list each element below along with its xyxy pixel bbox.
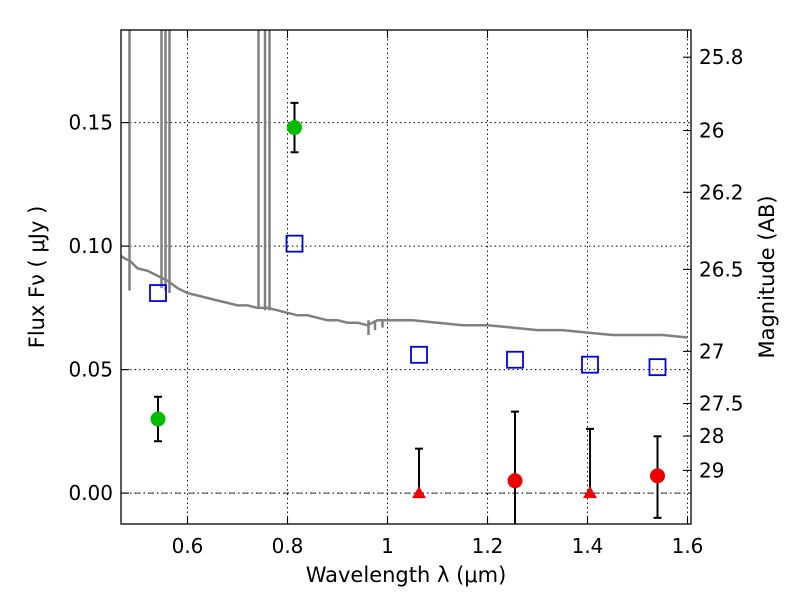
y2-tick-label: 29 — [699, 458, 724, 482]
model-photometry-square — [648, 358, 667, 377]
x-tick-label: 1.2 — [472, 534, 504, 558]
y2-tick-label: 26 — [699, 119, 724, 143]
x-axis-label: Wavelength λ (μm) — [306, 563, 507, 587]
model-photometry-square — [506, 350, 524, 369]
model-photometry-square — [410, 345, 428, 364]
y-axis-right: 25.8 26 26.2 26.5 27 27.5 28 29 — [683, 45, 744, 482]
x-tick-label: 1.6 — [672, 534, 704, 558]
model-photometry-square — [581, 355, 599, 374]
y2-tick-label: 25.8 — [699, 45, 744, 69]
upper-limit-triangle — [412, 486, 426, 499]
model-photometry-square — [285, 234, 304, 253]
y2-tick-label: 26.2 — [699, 180, 744, 204]
y-tick-label: 0.10 — [68, 234, 113, 258]
y2-tick-label: 28 — [699, 424, 724, 448]
non-detection-point — [650, 468, 665, 484]
y2-tick-label: 27.5 — [699, 391, 744, 415]
y2-axis-label: Magnitude (AB) — [755, 195, 779, 358]
plot-frame — [120, 29, 692, 525]
y-axis-left: 0.00 0.05 0.10 0.15 — [68, 111, 129, 505]
y2-tick-label: 26.5 — [699, 257, 744, 281]
y-tick-label: 0.15 — [68, 111, 113, 135]
series-layer — [121, 30, 688, 524]
x-tick-label: 0.8 — [272, 534, 304, 558]
y2-tick-label: 27 — [699, 339, 724, 363]
x-axis: 0.6 0.8 1 1.2 1.4 1.6 — [172, 30, 704, 558]
detection-point — [150, 411, 166, 427]
x-tick-label: 0.6 — [172, 534, 204, 558]
y-axis-label: Flux Fν ( μJy ) — [25, 206, 49, 349]
upper-limit-triangle — [583, 486, 597, 499]
model-photometry-square — [149, 284, 167, 302]
x-tick-label: 1 — [381, 534, 394, 558]
y-tick-label: 0.05 — [68, 358, 113, 382]
x-tick-label: 1.4 — [572, 534, 604, 558]
non-detection-point — [507, 473, 523, 489]
y-tick-label: 0.00 — [68, 481, 113, 505]
detection-point — [287, 120, 302, 136]
grid-lines — [121, 30, 691, 524]
spectrum-line — [121, 254, 688, 339]
